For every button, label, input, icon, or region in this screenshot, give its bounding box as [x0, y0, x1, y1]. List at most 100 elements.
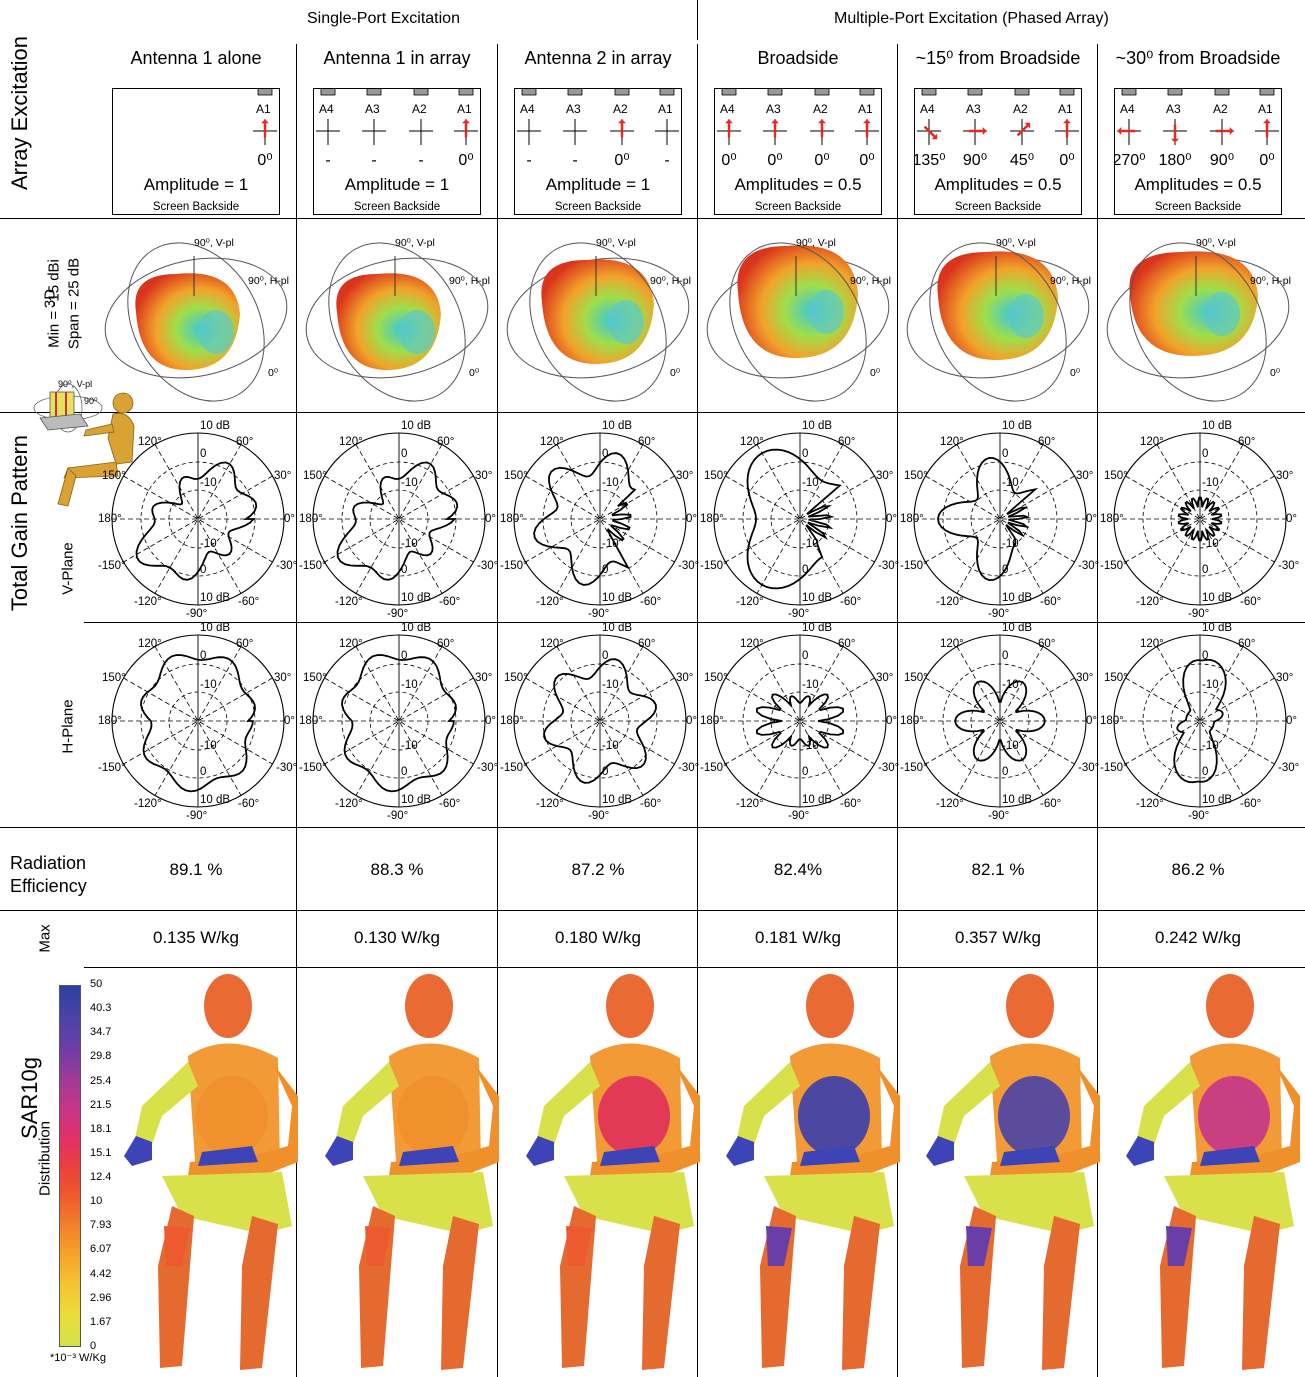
column-title: ~15⁰ from Broadside	[915, 48, 1081, 68]
row-label-3d-span: Span = 25 dB	[65, 257, 83, 350]
phase-arrow-icon	[1215, 127, 1234, 135]
polar-tick-label: 60°	[638, 638, 655, 650]
polar-tick-label: 30°	[876, 470, 893, 482]
polar-tick-label: 150°	[704, 672, 728, 684]
polar-tick-label: 0°	[1086, 715, 1097, 727]
col-divider	[497, 218, 498, 1377]
vpl-axis-label: 90⁰, V-pl	[1196, 237, 1236, 249]
vpl-axis-label: 90⁰, V-pl	[395, 237, 435, 249]
polar-tick-label: -90°	[588, 608, 609, 619]
polar-tick-label: -10	[802, 538, 819, 550]
polar-tick-label: 0	[1202, 650, 1208, 662]
gain-trace	[543, 658, 657, 784]
phase-label: -	[325, 152, 330, 169]
polar-tick-label: 60°	[838, 638, 855, 650]
polar-tick-label: 10 dB	[200, 622, 230, 634]
antenna-element-icon	[1059, 89, 1075, 96]
vplane-polar-plot: 10 dB 0 -10 120° 60° 150° 30° 180° 0° -150° -30° -1…	[500, 420, 699, 619]
polar-tick-label: 0°	[485, 715, 496, 727]
phase-label: -	[526, 152, 531, 169]
mannequin-hpl-label: 90⁰	[84, 396, 98, 406]
polar-tick-label: -10	[1002, 538, 1019, 550]
polar-tick-label: 60°	[1238, 638, 1255, 650]
polar-tick-label: 120°	[138, 638, 162, 650]
phase-label: -	[371, 152, 376, 169]
polar-tick-label: 0°	[1286, 513, 1297, 525]
polar-tick-label: -30°	[477, 762, 498, 774]
polar-tick-label: -10	[401, 679, 418, 691]
polar-tick-label: 0	[802, 564, 808, 576]
polar-tick-label: 0°	[686, 715, 697, 727]
polar-tick-label: -60°	[640, 596, 661, 608]
phase-label: 0⁰	[614, 152, 629, 169]
polar-tick-label: 150°	[1104, 470, 1128, 482]
gain-trace	[1177, 496, 1223, 542]
polar-tick-label: 120°	[540, 436, 564, 448]
radiation-efficiency-value: 82.4%	[773, 860, 823, 879]
polar-tick-label: 0°	[686, 513, 697, 525]
polar-tick-label: 0	[802, 650, 808, 662]
antenna-label: A1	[256, 102, 271, 116]
polar-tick-label: 0°	[886, 715, 897, 727]
3d-radiation-pattern: 90⁰, V-pl 90⁰, H-pl 0⁰	[506, 237, 691, 402]
radiation-efficiency-value: 88.3 %	[370, 860, 424, 879]
polar-tick-label: -90°	[988, 608, 1009, 619]
polar-tick-label: 150°	[303, 672, 327, 684]
polar-tick-label: 0	[200, 564, 206, 576]
seated-user-with-laptop-illustration: 90⁰, V-pl 90⁰	[33, 379, 135, 507]
polar-tick-label: 30°	[1276, 672, 1293, 684]
polar-tick-label: 10 dB	[1202, 420, 1232, 432]
polar-tick-label: -10	[401, 477, 418, 489]
colorbar-tick-label: 34.7	[90, 1026, 112, 1039]
polar-tick-label: 30°	[676, 672, 693, 684]
phase-label: 90⁰	[1210, 152, 1234, 169]
polar-tick-label: 0°	[1286, 715, 1297, 727]
polar-tick-label: 0	[1002, 766, 1008, 778]
phase-label: -	[418, 152, 423, 169]
3d-radiation-pattern: 90⁰, V-pl 90⁰, H-pl 0⁰	[305, 237, 490, 402]
polar-tick-label: -90°	[186, 608, 207, 619]
zero-axis-label: 0⁰	[1270, 367, 1281, 379]
polar-tick-label: 0	[200, 650, 206, 662]
polar-tick-label: -150°	[900, 560, 928, 572]
antenna-element-icon	[1259, 89, 1275, 96]
polar-tick-label: -60°	[439, 798, 460, 810]
max-sar-value: 0.242 W/kg	[1155, 928, 1241, 947]
polar-tick-label: -150°	[900, 762, 928, 774]
hplane-polar-plot: 10 dB 0 -10 120° 60° 150° 30° 180° 0° -150° -30° -1…	[500, 622, 699, 821]
antenna-label: A2	[613, 102, 628, 116]
sar-colorbar	[59, 985, 81, 1347]
radiation-efficiency-value: 87.2 %	[571, 860, 625, 879]
gain-trace	[341, 654, 457, 793]
phase-arrow-icon	[968, 127, 987, 135]
gain-trace	[135, 461, 258, 581]
polar-tick-label: -10	[1002, 477, 1019, 489]
polar-tick-label: 30°	[876, 672, 893, 684]
polar-tick-label: 150°	[102, 672, 126, 684]
phase-label: -	[572, 152, 577, 169]
polar-tick-label: -30°	[1278, 560, 1299, 572]
polar-tick-label: 10 dB	[1202, 622, 1232, 634]
polar-tick-label: 150°	[102, 470, 126, 482]
max-sar-value: 0.181 W/kg	[755, 928, 841, 947]
antenna-label: A4	[1120, 102, 1135, 116]
polar-tick-label: -120°	[936, 798, 964, 810]
excitation-diagram: A4 270⁰ A3 180⁰ A2 90⁰ A1 0⁰ Amplitudes = 0.5 Scr…	[1114, 88, 1282, 215]
antenna-label: A4	[520, 102, 535, 116]
phase-arrow-icon	[462, 119, 470, 138]
polar-tick-label: 0	[1202, 448, 1208, 460]
zero-axis-label: 0⁰	[268, 367, 279, 379]
polar-tick-label: -10	[602, 538, 619, 550]
screen-backside-label: Screen Backside	[1154, 201, 1242, 213]
zero-axis-label: 0⁰	[469, 367, 480, 379]
antenna-element-icon	[859, 89, 875, 96]
antenna-label: A2	[1013, 102, 1028, 116]
polar-tick-label: -120°	[936, 596, 964, 608]
gain-trace	[954, 680, 1046, 762]
zero-axis-label: 0⁰	[670, 367, 681, 379]
antenna-label: A2	[813, 102, 828, 116]
polar-tick-label: -30°	[678, 560, 699, 572]
polar-tick-label: -150°	[1100, 762, 1128, 774]
polar-tick-label: 120°	[339, 436, 363, 448]
polar-tick-label: 180°	[299, 513, 323, 525]
